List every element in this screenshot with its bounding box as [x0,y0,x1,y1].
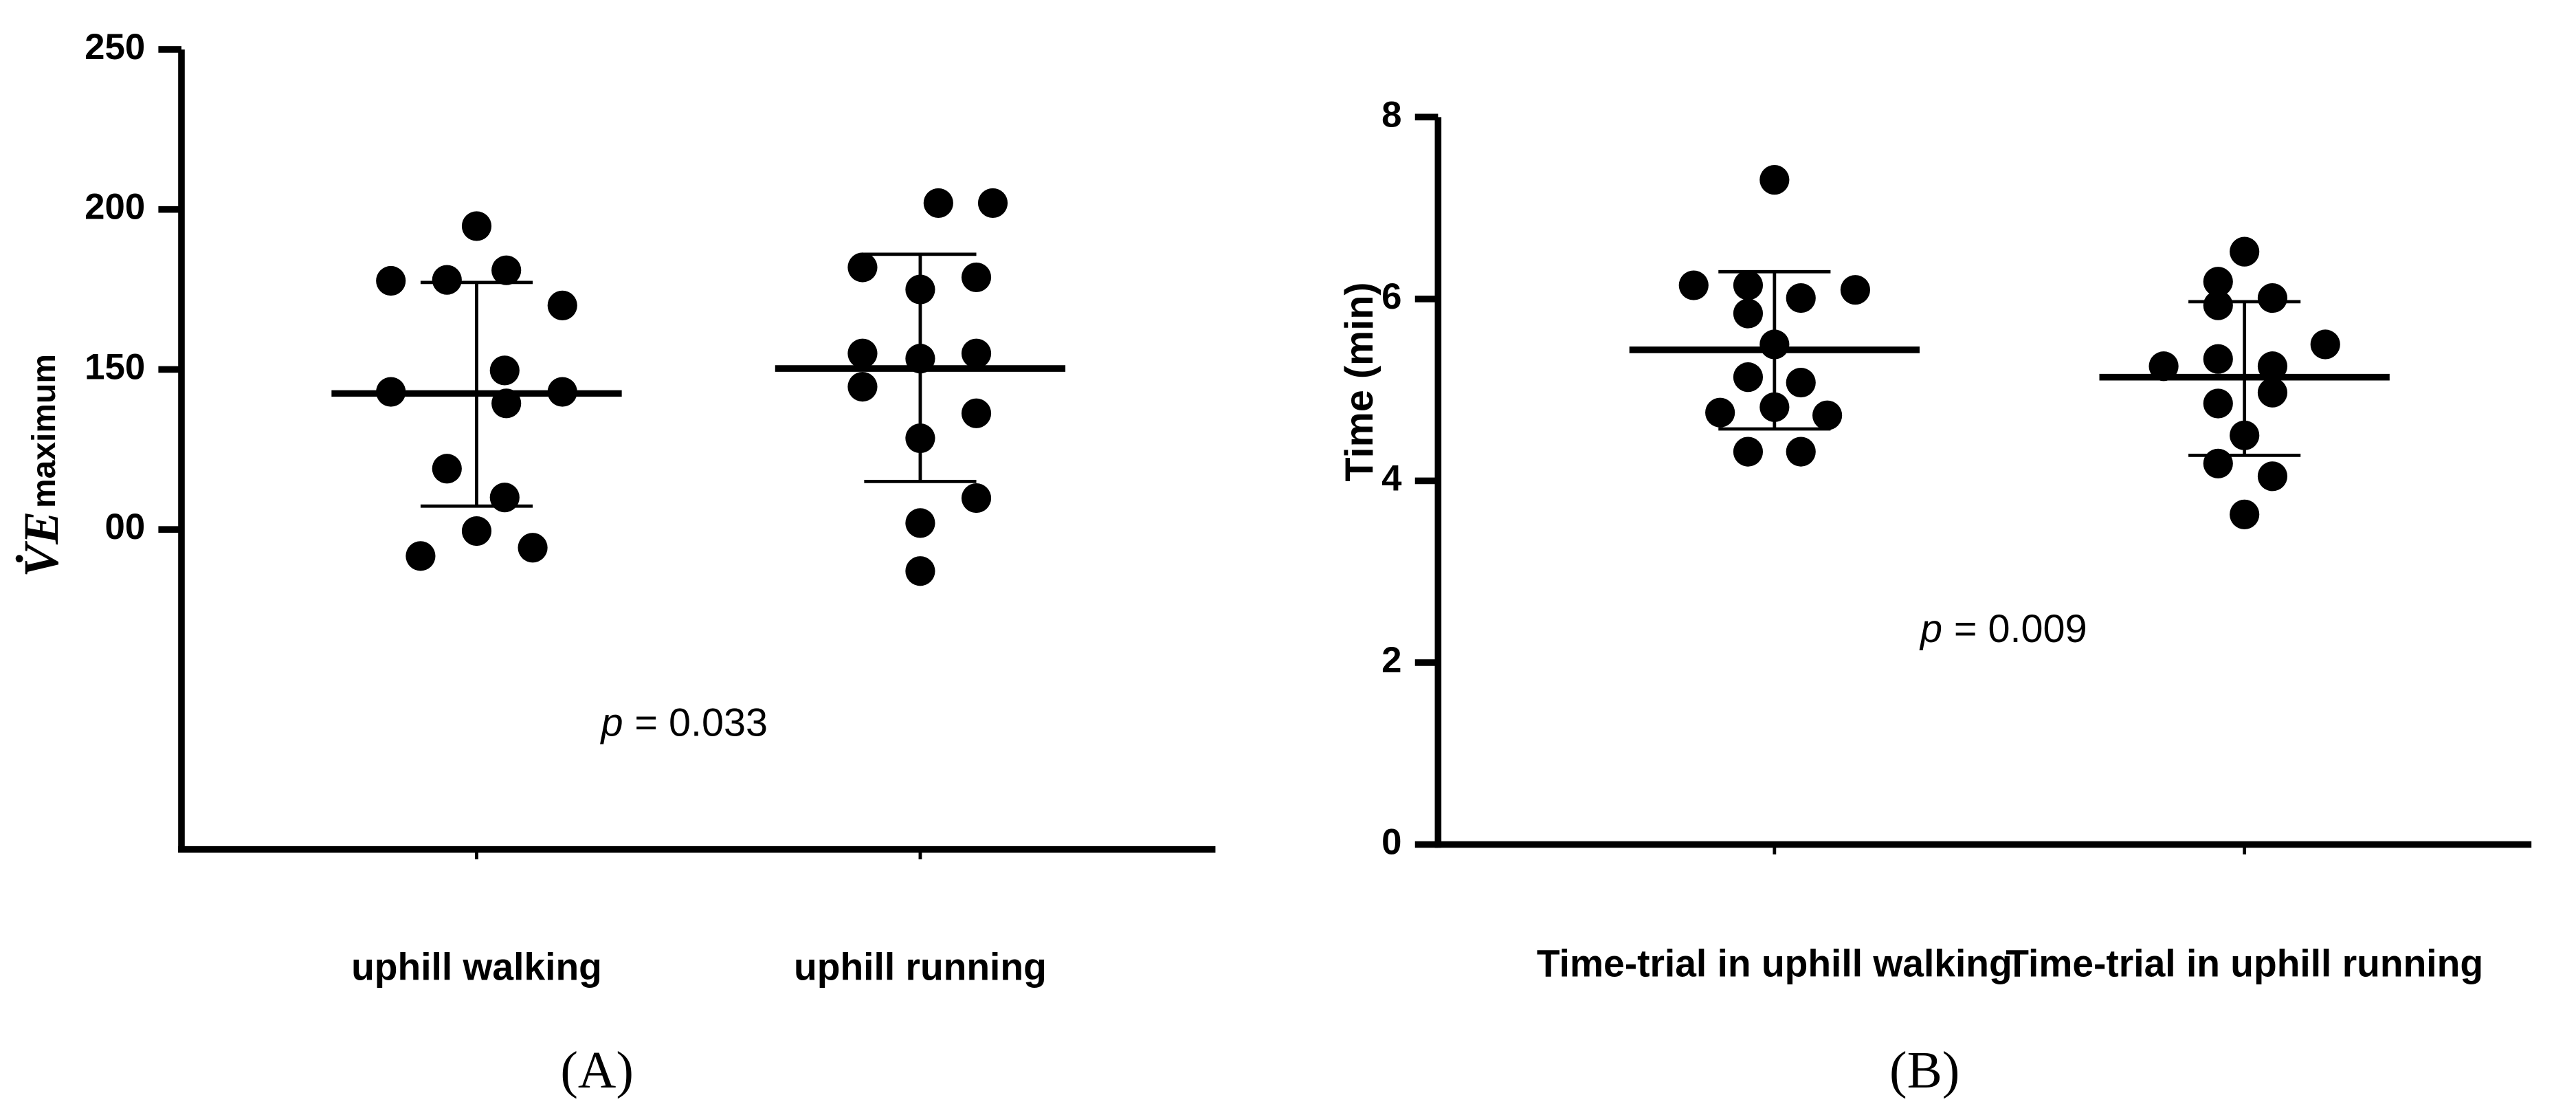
data-point [1733,298,1764,329]
data-point [2203,290,2233,320]
data-point [923,188,953,219]
data-point [961,262,992,293]
x-tick-label: Time-trial in uphill running [2006,942,2483,985]
data-point [961,398,992,428]
data-point [2230,236,2260,267]
data-point [1840,275,1870,305]
data-point [2257,461,2288,492]
y-tick-label: 8 [1381,94,1401,135]
y-axis-label: V̇Emaximum [14,354,69,577]
data-point [2257,351,2288,382]
data-point [2203,344,2233,374]
data-point [1705,397,1735,428]
data-point [2230,420,2260,450]
data-point [905,274,935,305]
data-point [432,265,462,295]
data-point [1786,437,1816,467]
data-point [1759,392,1790,422]
data-point [491,255,522,285]
data-point [489,483,520,513]
data-point [905,556,935,586]
data-point [847,252,878,283]
data-point [432,454,462,484]
data-point [1786,367,1816,398]
data-point [1759,329,1790,360]
annotation-symbol: p [1919,607,1942,651]
y-tick-label: 150 [85,346,145,387]
data-point [461,516,492,547]
data-point [1733,270,1764,300]
annotation: p = 0.009 [1919,607,2087,651]
y-axis-label-sub: maximum [26,354,63,508]
data-point [2310,329,2340,360]
data-point [977,188,1008,219]
y-tick-label: 2 [1381,640,1401,681]
data-point [1812,400,1843,430]
annotation: p = 0.033 [600,701,768,745]
data-point [518,533,548,563]
y-tick-label: 0 [1381,821,1401,862]
y-tick-label: 4 [1381,458,1402,498]
y-tick-label: 00 [105,507,146,547]
annotation-value: = 0.009 [1954,607,2087,651]
data-point [1733,437,1764,467]
y-tick-label: 200 [85,187,145,228]
data-point [489,355,520,386]
data-point [376,265,406,296]
data-point [1759,165,1790,195]
data-point [547,290,577,320]
data-point [461,211,492,241]
data-point [1786,283,1816,313]
data-point [2230,499,2260,529]
data-point [961,483,992,514]
y-tick-label: 6 [1381,276,1401,317]
data-point [2203,388,2233,419]
y-axis-label-main: V̇E [14,511,69,577]
data-point [1733,362,1764,393]
annotation-value: = 0.033 [634,701,768,745]
data-point [2257,377,2288,408]
data-point [847,372,878,402]
x-tick-label: uphill walking [351,945,602,988]
data-point [961,338,992,368]
data-point [2203,448,2233,478]
y-tick-label: 250 [85,27,145,67]
data-point [406,541,436,571]
data-point [847,338,878,368]
x-tick-label: uphill running [794,945,1047,988]
x-tick-label: Time-trial in uphill walking [1537,942,2012,985]
data-point [905,423,935,454]
data-point [1678,270,1709,300]
panel-label: (B) [1889,1041,1959,1099]
data-point [2148,351,2179,382]
annotation-symbol: p [600,701,623,745]
data-point [905,508,935,538]
panel-label: (A) [560,1041,634,1099]
data-point [2257,283,2288,313]
data-point [2203,267,2233,297]
y-axis-label: Time (min) [1337,282,1381,481]
